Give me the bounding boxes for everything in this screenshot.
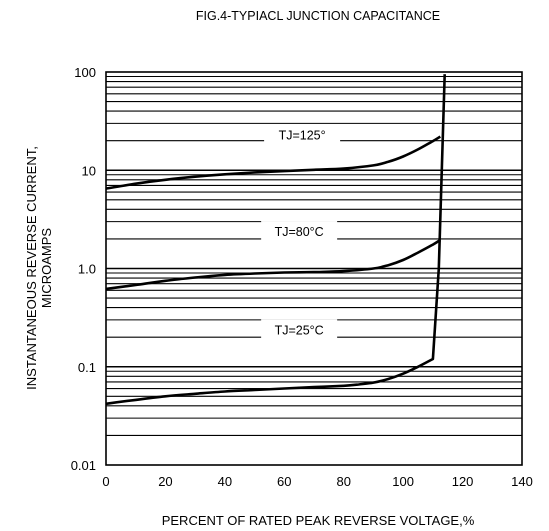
y-axis-label-line2: MICROAMPS — [39, 228, 54, 309]
series-line-3 — [105, 74, 446, 406]
x-tick-label: 140 — [511, 474, 533, 489]
plot-frame — [105, 71, 523, 466]
y-tick-label: 10 — [82, 163, 96, 178]
chart-title: FIG.4-TYPIACL JUNCTION CAPACITANCE — [196, 9, 440, 23]
x-tick-labels: 0 20 40 60 80 100 120 140 — [102, 474, 532, 489]
curve-label-bg — [261, 221, 338, 242]
x-tick-label: 40 — [218, 474, 232, 489]
y-tick-label: 100 — [74, 65, 96, 80]
y-tick-labels: 0.01 0.1 1.0 10 100 — [71, 65, 96, 473]
curve-label: TJ=25°C — [275, 323, 324, 337]
y-tick-label: 0.1 — [78, 360, 96, 375]
x-tick-label: 60 — [277, 474, 291, 489]
grid — [106, 75, 522, 436]
curve-label: TJ=80°C — [275, 225, 324, 239]
x-tick-label: 120 — [452, 474, 474, 489]
x-tick-label: 0 — [102, 474, 109, 489]
curve-labels: TJ=125° TJ=80°C TJ=25°C — [261, 124, 341, 340]
y-axis-label-line1: INSTANTANEOUS REVERSE CURRENT, — [24, 146, 39, 390]
series-line-2 — [105, 238, 441, 291]
y-tick-label: 0.01 — [71, 458, 96, 473]
series-line-1 — [105, 135, 441, 190]
x-tick-label: 100 — [392, 474, 414, 489]
x-axis-label: PERCENT OF RATED PEAK REVERSE VOLTAGE,% — [162, 513, 475, 528]
y-tick-label: 1.0 — [78, 262, 96, 277]
x-tick-label: 20 — [158, 474, 172, 489]
curve-label-bg — [264, 124, 341, 145]
series-layer — [105, 74, 446, 406]
x-tick-label: 80 — [336, 474, 350, 489]
curve-label: TJ=125° — [279, 129, 326, 143]
curve-label-bg — [261, 319, 338, 340]
